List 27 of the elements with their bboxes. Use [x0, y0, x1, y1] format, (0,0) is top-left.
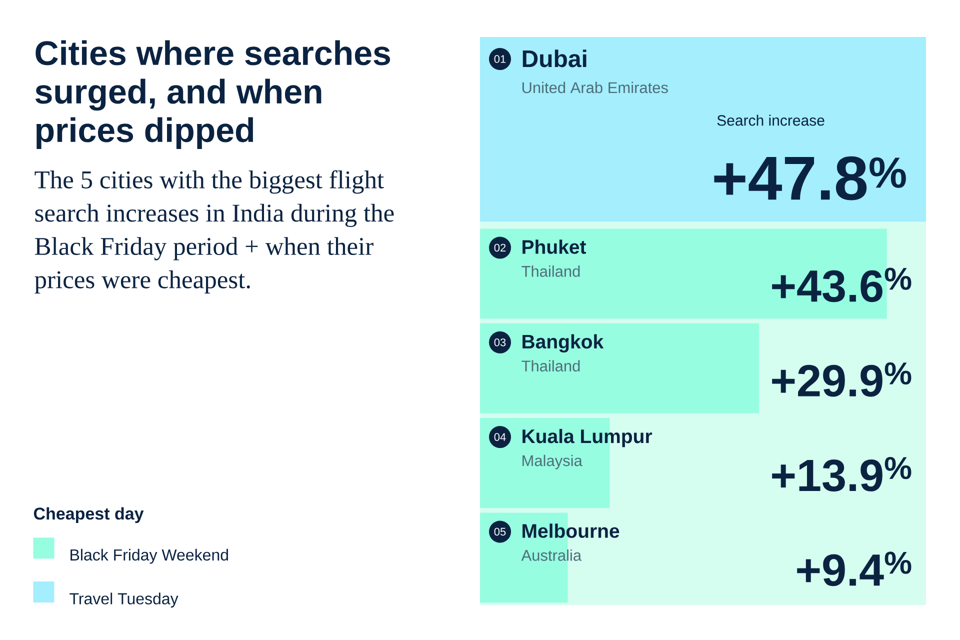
annotation: 05 [494, 528, 506, 536]
annotation: Malaysia [522, 454, 582, 470]
y-tick-label: Phuket [522, 240, 586, 254]
annotation: Thailand [522, 360, 580, 372]
annotation: 04 [494, 433, 506, 441]
text: The 5 cities with the biggest flight search increases in India during the Black Friday period + when their prices were cheapest. [34, 170, 394, 294]
y-tick-label: Bangkok [522, 334, 604, 353]
annotation: United Arab Emirates [522, 82, 668, 94]
annotation: Search increase [717, 114, 824, 126]
annotation: Thailand [522, 265, 580, 277]
y-tick-label: Melbourne [522, 524, 620, 538]
annotation: 01 [494, 55, 506, 63]
annotation: 02 [494, 244, 506, 252]
annotation: Australia [521, 549, 582, 561]
data-label: +13.9$^{%}$ [772, 457, 912, 492]
bar [480, 323, 759, 414]
legend-label: Black Friday Weekend [70, 548, 228, 564]
y-tick-label: Kuala Lumpur [522, 428, 652, 448]
text: Cities where searches surged, and when prices dipped [35, 40, 390, 149]
annotation: 03 [494, 338, 506, 346]
y-tick-label: Dubai [522, 50, 586, 68]
data-label: +43.6$^{%}$ [772, 268, 912, 302]
legend-label: Travel Tuesday [70, 592, 178, 608]
legend-title: Cheapest day [34, 507, 144, 524]
data-label: +47.8$^{%}$ [714, 156, 906, 200]
data-label: +29.9$^{%}$ [772, 362, 912, 397]
data-label: +9.4$^{%}$ [797, 552, 912, 586]
